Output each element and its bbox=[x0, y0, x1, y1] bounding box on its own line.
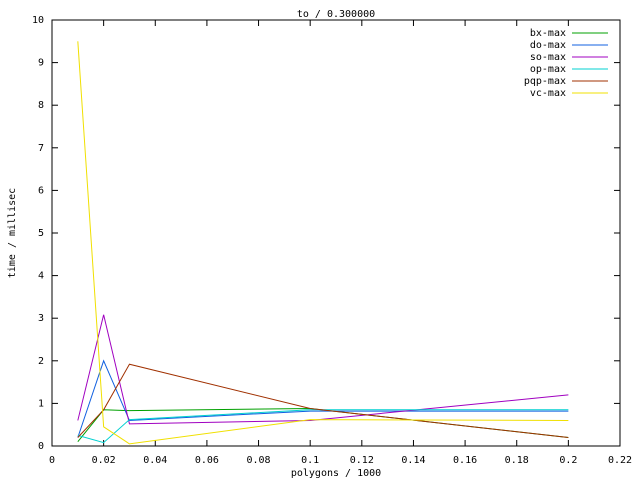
x-axis-label: polygons / 1000 bbox=[291, 468, 381, 479]
y-tick-label: 4 bbox=[38, 271, 44, 282]
x-tick-label: 0.16 bbox=[453, 455, 477, 466]
y-tick-label: 0 bbox=[38, 441, 44, 452]
x-tick-label: 0.14 bbox=[401, 455, 425, 466]
series-line bbox=[77, 363, 569, 438]
series-line bbox=[77, 41, 569, 445]
y-tick-label: 7 bbox=[38, 143, 44, 154]
legend-label: pqp-max bbox=[524, 76, 566, 87]
y-axis-label: time / millisec bbox=[7, 188, 18, 278]
series-line bbox=[77, 314, 569, 425]
legend-label: op-max bbox=[530, 64, 566, 75]
y-tick-label: 9 bbox=[38, 58, 44, 69]
x-tick-label: 0.08 bbox=[246, 455, 270, 466]
y-tick-label: 1 bbox=[38, 398, 44, 409]
y-tick-label: 6 bbox=[38, 185, 44, 196]
series-line bbox=[77, 359, 569, 438]
x-tick-label: 0.06 bbox=[195, 455, 219, 466]
y-tick-label: 10 bbox=[32, 15, 44, 26]
chart-title: to / 0.300000 bbox=[297, 9, 375, 20]
x-tick-label: 0.2 bbox=[559, 455, 577, 466]
x-tick-label: 0.18 bbox=[505, 455, 529, 466]
legend-label: vc-max bbox=[530, 88, 566, 99]
x-tick-label: 0.02 bbox=[92, 455, 116, 466]
legend-label: do-max bbox=[530, 40, 566, 51]
y-tick-label: 3 bbox=[38, 313, 44, 324]
legend-label: so-max bbox=[530, 52, 566, 63]
x-tick-label: 0.1 bbox=[301, 455, 319, 466]
y-tick-label: 2 bbox=[38, 356, 44, 367]
y-tick-label: 5 bbox=[38, 228, 44, 239]
y-tick-label: 8 bbox=[38, 100, 44, 111]
x-tick-label: 0.22 bbox=[608, 455, 632, 466]
series-line bbox=[77, 409, 569, 444]
x-tick-label: 0 bbox=[49, 455, 55, 466]
x-tick-label: 0.04 bbox=[143, 455, 167, 466]
x-tick-label: 0.12 bbox=[350, 455, 374, 466]
legend-label: bx-max bbox=[530, 28, 566, 39]
